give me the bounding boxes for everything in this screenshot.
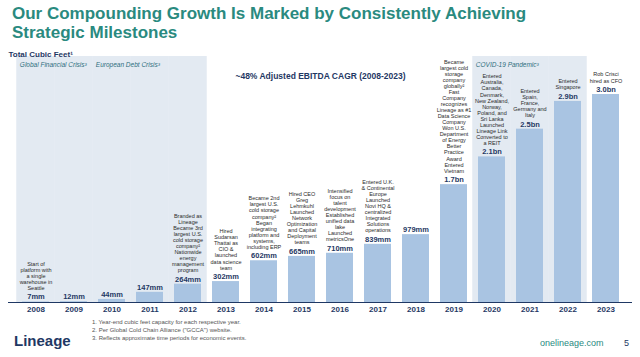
- svg-text:302mm: 302mm: [213, 272, 239, 281]
- svg-text:Branded asLineageBecame 3rdlar: Branded asLineageBecame 3rdlargest U.S.c…: [172, 213, 205, 273]
- svg-text:979mm: 979mm: [403, 225, 429, 234]
- svg-text:Hired CEOGregLehmkuhlLaunchedN: Hired CEOGregLehmkuhlLaunchedNetworkOpti…: [287, 191, 318, 245]
- svg-text:7mm: 7mm: [27, 292, 45, 301]
- svg-text:2021: 2021: [521, 305, 539, 314]
- svg-text:2.1bn: 2.1bn: [482, 147, 502, 156]
- svg-text:2012: 2012: [179, 305, 197, 314]
- svg-text:1.7bn: 1.7bn: [444, 175, 464, 184]
- svg-text:2015: 2015: [293, 305, 311, 314]
- svg-text:44mm: 44mm: [101, 290, 123, 299]
- svg-text:710mm: 710mm: [327, 244, 353, 253]
- html-text:1. Year-end cubic feet capacit: 1. Year-end cubic feet capacity for each…: [92, 319, 241, 325]
- svg-text:2016: 2016: [331, 305, 349, 314]
- svg-text:2022: 2022: [559, 305, 577, 314]
- svg-text:2.9bn: 2.9bn: [558, 92, 578, 101]
- html-text:Lineage: Lineage: [14, 332, 71, 349]
- svg-text:Start ofplatform witha singlew: Start ofplatform witha singlewarehouse i…: [19, 261, 53, 291]
- svg-text:602mm: 602mm: [251, 251, 277, 260]
- svg-text:~48% Adjusted EBITDA CAGR (200: ~48% Adjusted EBITDA CAGR (2008-2023): [235, 71, 405, 81]
- svg-text:EnteredSpain,France,Germany an: EnteredSpain,France,Germany andItaly: [513, 88, 546, 118]
- html-text:Our Compounding Growth Is Mark: Our Compounding Growth Is Marked by Cons…: [12, 4, 527, 42]
- svg-text:2014: 2014: [255, 305, 273, 314]
- svg-text:Becamelargest coldstoragecompa: Becamelargest coldstoragecompanyglobally…: [437, 59, 472, 174]
- svg-text:2011: 2011: [141, 305, 159, 314]
- html-text:5: 5: [624, 338, 629, 348]
- svg-text:2019: 2019: [445, 305, 463, 314]
- svg-text:2010: 2010: [103, 305, 121, 314]
- svg-text:Total Cubic Feet¹: Total Cubic Feet¹: [9, 50, 74, 59]
- svg-text:Rob Criscihired as CFO: Rob Criscihired as CFO: [590, 71, 623, 83]
- svg-text:Intensifiedfocus ontalentdevel: Intensifiedfocus ontalentdevelopmentEsta…: [324, 188, 356, 242]
- svg-text:European Debt Crisis³: European Debt Crisis³: [96, 61, 161, 69]
- svg-text:839mm: 839mm: [365, 235, 391, 244]
- svg-text:2009: 2009: [65, 305, 83, 314]
- svg-text:665mm: 665mm: [289, 247, 315, 256]
- svg-text:2017: 2017: [369, 305, 387, 314]
- svg-text:EnteredAustralia,Canada,Denmar: EnteredAustralia,Canada,Denmark,New Zeal…: [475, 73, 509, 146]
- svg-text:2.5bn: 2.5bn: [520, 120, 540, 129]
- svg-text:HiredSudarsanThattai asCIO &la: HiredSudarsanThattai asCIO &launcheddata…: [211, 228, 242, 270]
- html-text:3. Reflects approximate time p: 3. Reflects approximate time periods for…: [92, 335, 247, 341]
- html-text:onelineage.com: onelineage.com: [540, 338, 604, 348]
- svg-text:2013: 2013: [217, 305, 235, 314]
- svg-text:2020: 2020: [483, 305, 501, 314]
- svg-text:147mm: 147mm: [137, 283, 163, 292]
- svg-text:2008: 2008: [27, 305, 45, 314]
- svg-text:Global Financial Crisis³: Global Financial Crisis³: [20, 61, 88, 68]
- svg-text:3.0bn: 3.0bn: [596, 85, 616, 94]
- svg-text:COVID-19 Pandemic³: COVID-19 Pandemic³: [476, 61, 540, 68]
- svg-text:EnteredSingapore: EnteredSingapore: [555, 78, 580, 90]
- svg-text:Became 2ndlargest U.S.cold sto: Became 2ndlargest U.S.cold storagecompan…: [247, 195, 282, 249]
- svg-text:Entered U.K.& ContinentalEurop: Entered U.K.& ContinentalEuropeLaunchedN…: [361, 179, 394, 233]
- html-text:2. Per Global Cold Chain Allia: 2. Per Global Cold Chain Alliance ("GCCA…: [92, 327, 232, 333]
- svg-text:2018: 2018: [407, 305, 425, 314]
- svg-text:2023: 2023: [597, 305, 615, 314]
- svg-text:264mm: 264mm: [175, 275, 201, 284]
- svg-text:12mm: 12mm: [63, 292, 85, 301]
